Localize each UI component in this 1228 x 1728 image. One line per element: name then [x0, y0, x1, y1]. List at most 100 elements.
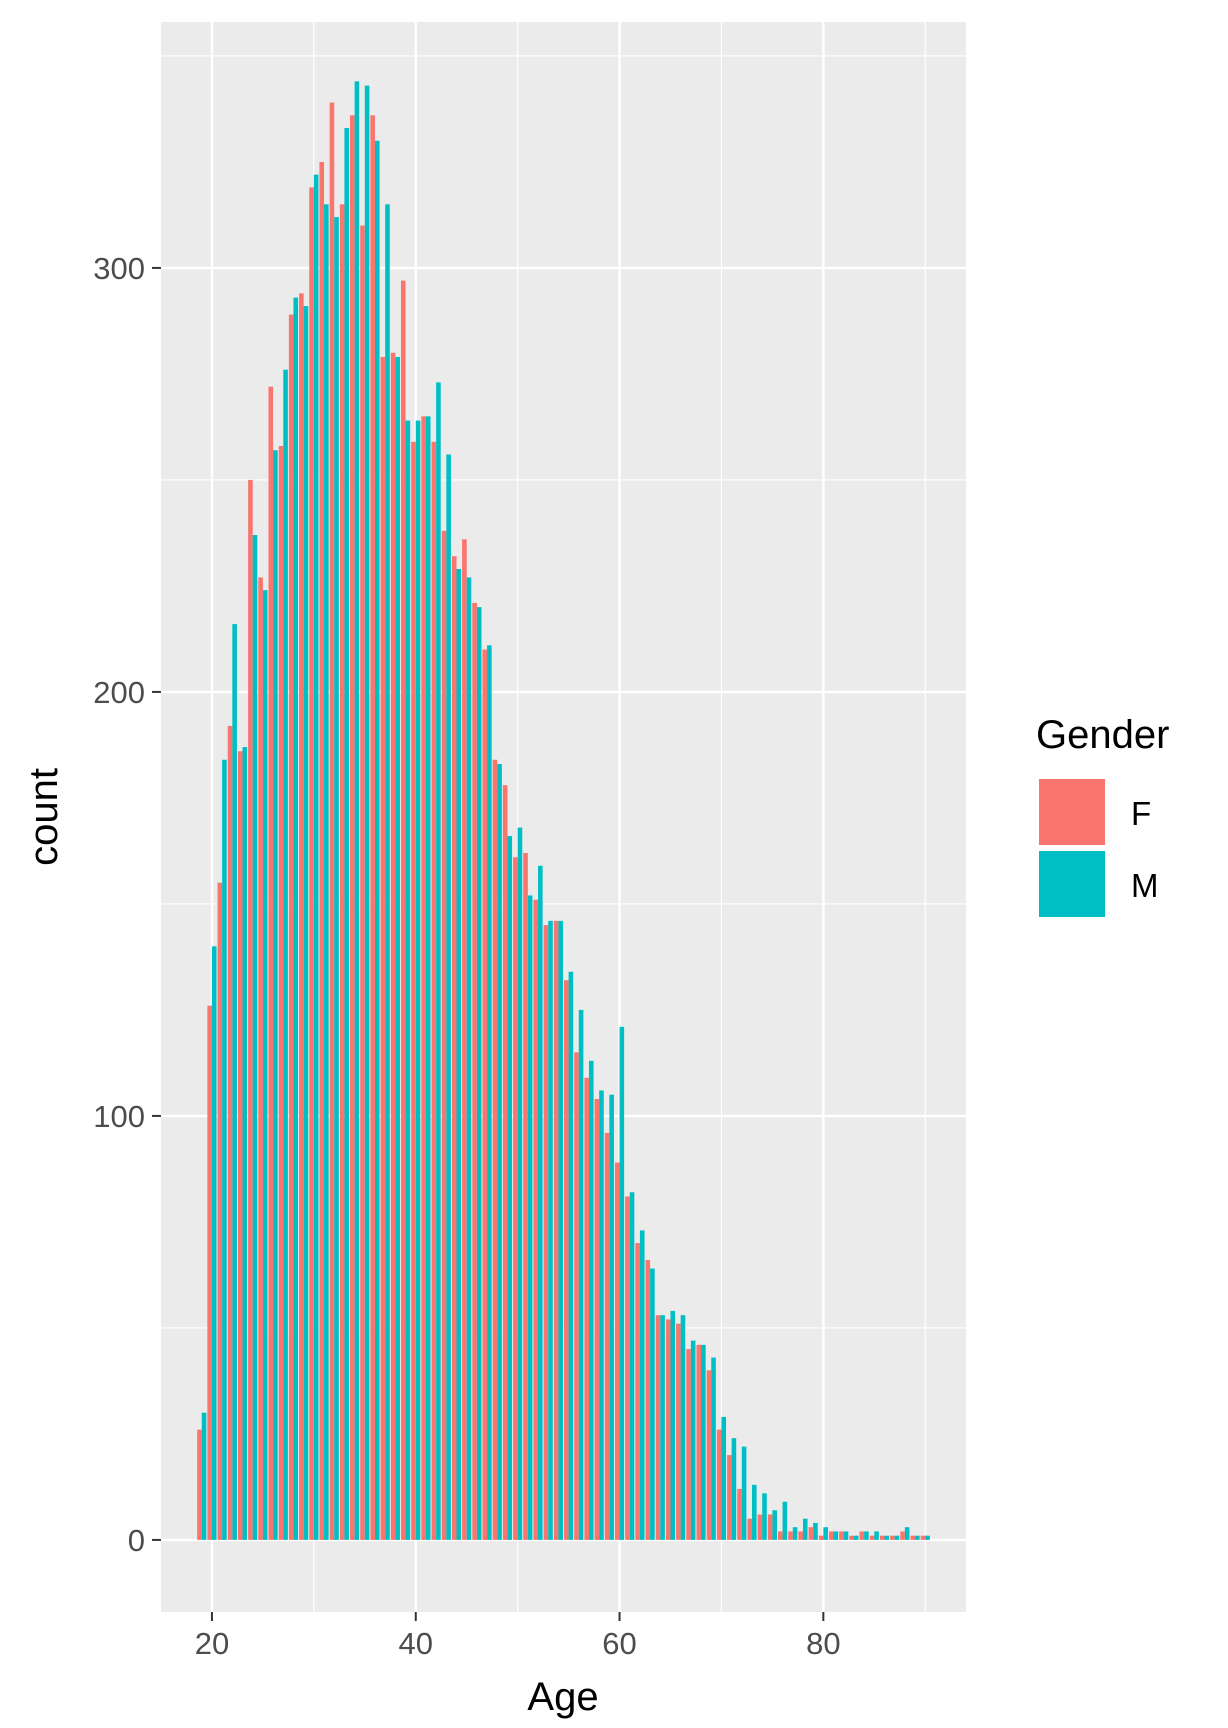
x-axis-title: Age [527, 1675, 598, 1719]
bar-f-34 [350, 115, 355, 1540]
bar-m-31 [324, 204, 329, 1540]
bar-f-21 [217, 882, 223, 1540]
bar-f-61 [625, 1196, 630, 1540]
bar-m-56 [578, 1009, 584, 1540]
bar-f-37 [380, 356, 386, 1540]
bar-f-29 [299, 293, 304, 1540]
bar-m-65 [670, 1310, 676, 1540]
bar-f-81 [828, 1531, 834, 1540]
bar-m-34 [354, 81, 360, 1540]
bar-f-67 [686, 1349, 691, 1540]
bar-f-73 [747, 1518, 753, 1540]
bar-f-69 [706, 1370, 712, 1540]
bar-m-90 [925, 1535, 930, 1540]
bar-f-49 [502, 785, 508, 1540]
bar-f-58 [594, 1098, 600, 1540]
bar-m-72 [741, 1446, 747, 1540]
bar-f-23 [237, 751, 243, 1540]
bar-m-26 [273, 450, 278, 1540]
bar-f-47 [482, 649, 488, 1540]
legend: Gender F M [1036, 713, 1169, 919]
bar-f-52 [533, 899, 539, 1540]
x-tick-label-80: 80 [806, 1626, 840, 1661]
bar-m-66 [680, 1315, 686, 1540]
bar-m-60 [619, 1026, 625, 1540]
bar-f-90 [920, 1535, 926, 1540]
bar-f-63 [645, 1260, 651, 1540]
bar-m-51 [527, 895, 533, 1540]
bar-f-74 [757, 1514, 763, 1540]
bar-f-85 [869, 1535, 875, 1540]
bar-f-60 [614, 1162, 620, 1540]
bar-f-82 [839, 1531, 844, 1540]
bar-f-56 [574, 1052, 579, 1540]
bar-m-79 [813, 1522, 818, 1540]
bar-m-20 [211, 946, 217, 1540]
bar-m-32 [334, 217, 339, 1540]
bar-f-44 [451, 556, 457, 1540]
bar-f-39 [400, 280, 406, 1540]
bar-f-68 [696, 1344, 702, 1540]
bar-f-30 [309, 187, 314, 1540]
bar-m-50 [517, 827, 523, 1540]
bar-f-31 [319, 161, 325, 1540]
bar-m-80 [823, 1527, 828, 1540]
bar-m-59 [609, 1094, 614, 1540]
bar-m-40 [415, 420, 421, 1540]
x-tick-label-40: 40 [399, 1626, 433, 1661]
x-axis: 20 40 60 80 [195, 1612, 841, 1661]
bar-m-88 [904, 1527, 910, 1540]
bar-f-41 [421, 416, 426, 1540]
bar-m-49 [507, 836, 513, 1540]
y-tick-label-0: 0 [128, 1523, 145, 1558]
bar-m-33 [344, 128, 350, 1540]
bar-m-39 [405, 420, 411, 1540]
bar-f-20 [207, 1005, 212, 1540]
y-tick-label-300: 300 [93, 251, 145, 286]
bar-m-53 [548, 920, 553, 1540]
bar-f-65 [665, 1319, 671, 1540]
bar-m-29 [303, 306, 309, 1540]
y-tick-label-200: 200 [93, 675, 145, 710]
bar-m-81 [833, 1531, 839, 1540]
y-axis-title: count [22, 768, 66, 866]
bar-m-48 [497, 764, 502, 1540]
bar-f-22 [227, 725, 233, 1540]
bar-m-38 [395, 356, 400, 1540]
bar-m-35 [364, 85, 370, 1540]
bar-f-54 [553, 920, 559, 1540]
bar-m-70 [721, 1416, 727, 1540]
bar-f-70 [716, 1429, 722, 1540]
bars [197, 81, 930, 1540]
bar-f-86 [879, 1535, 885, 1540]
bar-f-80 [818, 1535, 824, 1540]
bar-f-59 [604, 1132, 610, 1540]
bar-m-23 [242, 747, 248, 1540]
bar-f-76 [778, 1531, 783, 1540]
bar-f-53 [543, 925, 549, 1540]
bar-m-86 [884, 1535, 890, 1540]
bar-m-42 [436, 382, 441, 1540]
bar-f-36 [370, 115, 375, 1540]
bar-m-19 [201, 1412, 207, 1540]
bar-f-43 [441, 530, 447, 1540]
bar-f-19 [197, 1429, 202, 1540]
bar-m-89 [915, 1535, 920, 1540]
x-tick-label-60: 60 [602, 1626, 636, 1661]
bar-f-87 [890, 1535, 895, 1540]
bar-m-21 [222, 759, 227, 1540]
bar-m-28 [293, 297, 299, 1540]
bar-f-83 [849, 1535, 854, 1540]
bar-m-36 [374, 140, 380, 1540]
bar-f-33 [339, 204, 345, 1540]
bar-m-57 [588, 1060, 594, 1540]
bar-m-62 [639, 1230, 645, 1540]
bar-m-82 [843, 1531, 849, 1540]
bar-m-68 [701, 1344, 706, 1540]
bar-m-54 [558, 920, 563, 1540]
bar-f-89 [910, 1535, 916, 1540]
legend-label-m: M [1131, 867, 1159, 904]
bar-f-28 [288, 314, 294, 1540]
bar-f-24 [248, 479, 253, 1540]
